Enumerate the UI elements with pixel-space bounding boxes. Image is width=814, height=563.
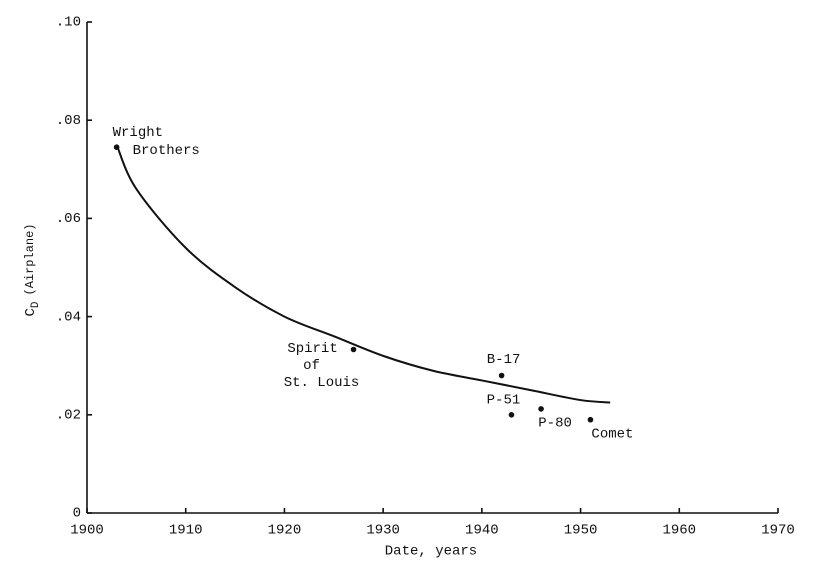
point-label: of: [303, 358, 320, 374]
x-tick-label: 1950: [564, 523, 598, 539]
y-tick-label: .04: [56, 309, 81, 325]
x-tick-label: 1910: [169, 523, 203, 539]
point-label: B-17: [487, 352, 521, 368]
x-tick-label: 1900: [70, 523, 104, 539]
point-label: Wright: [113, 125, 163, 141]
point-label: Comet: [591, 426, 633, 442]
y-axis-text: (Airplane): [23, 223, 37, 295]
curve: [115, 144, 611, 404]
data-point: [538, 406, 544, 412]
y-axis-subscript: D: [30, 301, 42, 308]
y-tick-label: .10: [56, 15, 81, 31]
y-tick-label: 0: [73, 506, 81, 522]
y-tick-label: .02: [56, 408, 81, 424]
x-tick-label: 1940: [465, 523, 499, 539]
point-label: Spirit: [287, 341, 337, 357]
data-point: [508, 412, 515, 418]
point-label: P-80: [538, 416, 572, 432]
y-tick-label: .08: [56, 113, 81, 129]
data-point: [350, 346, 357, 353]
y-axis-label: CD (Airplane): [23, 223, 42, 316]
x-axis-label: Date, years: [385, 544, 477, 560]
data-point: [498, 372, 505, 379]
x-tick-label: 1970: [761, 523, 795, 539]
x-tick-label: 1930: [366, 523, 400, 539]
x-tick-label: 1960: [662, 523, 696, 539]
data-point: [587, 416, 594, 423]
y-tick-label: .06: [56, 211, 81, 227]
point-label: Brothers: [133, 143, 200, 159]
point-label: St. Louis: [284, 375, 360, 391]
x-tick-label: 1920: [268, 523, 302, 539]
y-axis-symbol: C: [23, 308, 39, 316]
point-label: P-51: [487, 393, 521, 409]
data-point: [113, 144, 120, 151]
